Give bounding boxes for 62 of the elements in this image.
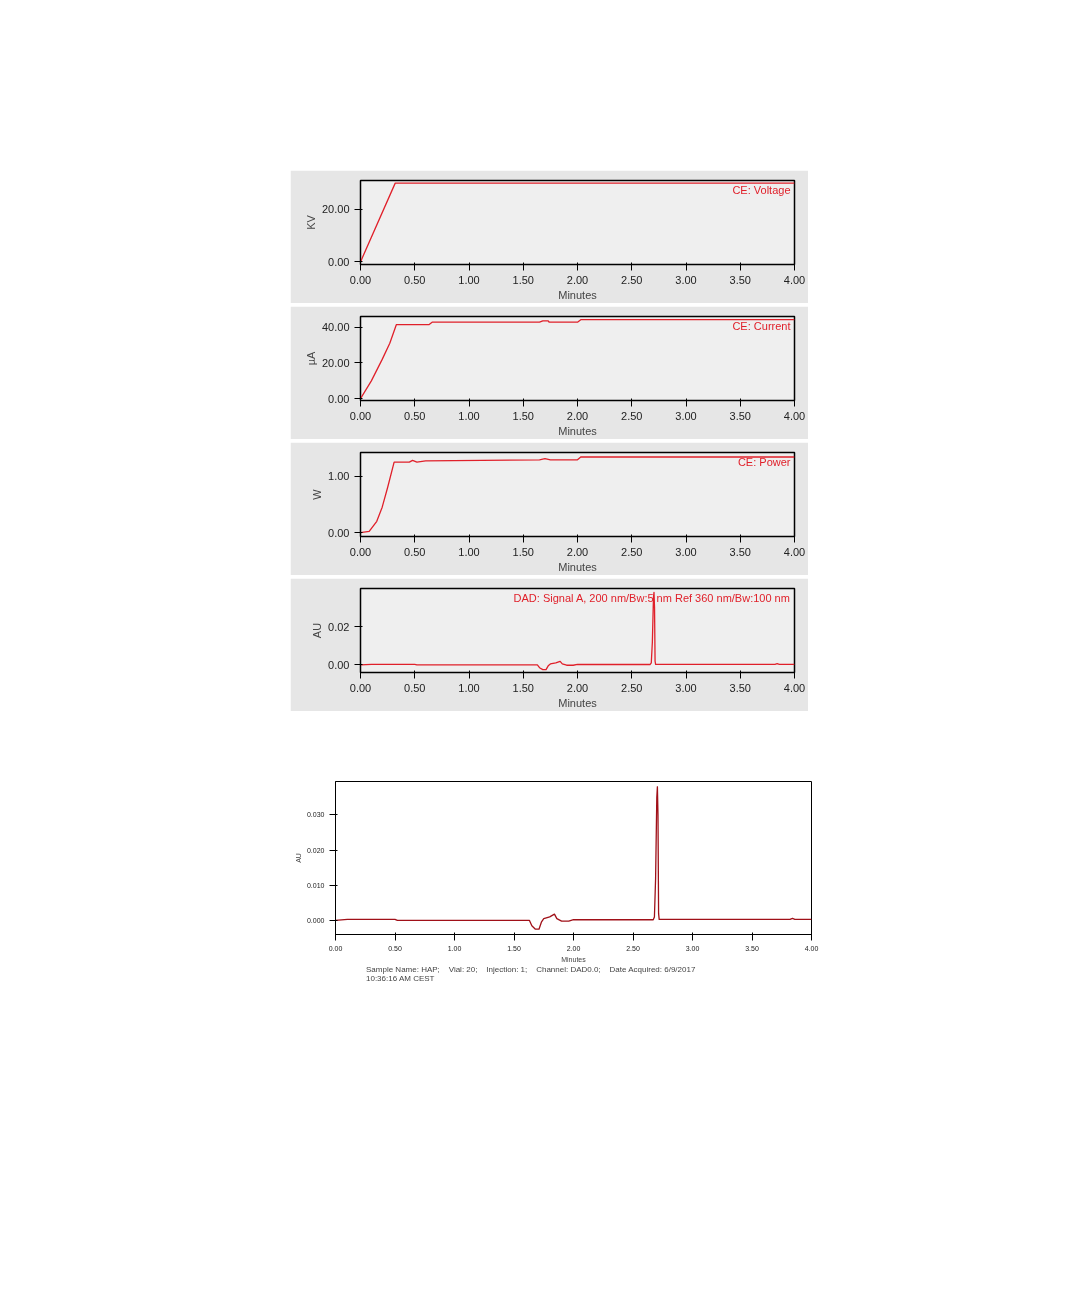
x-tick-label: 1.00 <box>458 545 480 558</box>
x-tick-label: 3.50 <box>729 681 751 694</box>
series-label: DAD: Signal A, 200 nm/Bw:5 nm Ref 360 nm/Bw:100 nm <box>513 591 790 604</box>
x-axis-title: Minutes <box>558 560 598 573</box>
y-axis-title: µA <box>304 351 317 366</box>
x-tick-label: 1.00 <box>458 409 480 422</box>
line-series <box>360 591 795 671</box>
x-tick-label: 2.00 <box>566 409 589 422</box>
x-axis-title: Minutes <box>558 696 598 709</box>
line-series <box>360 319 795 400</box>
x-tick-label: 4.00 <box>783 273 806 286</box>
x-tick-label: 3.00 <box>675 273 697 286</box>
series-label: CE: Voltage <box>732 183 791 196</box>
x-tick-label: 2.50 <box>621 273 643 286</box>
x-tick-label: 0.00 <box>349 545 372 558</box>
line-series <box>360 456 795 534</box>
series-label: CE: Power <box>737 455 791 468</box>
y-tick-label: 20.00 <box>321 203 350 216</box>
x-axis-title: Minutes <box>558 288 598 301</box>
x-tick-label: 0.50 <box>404 409 426 422</box>
x-tick-label: 0.50 <box>404 545 426 558</box>
y-tick-label: 40.00 <box>321 321 350 334</box>
x-tick-label: 4.00 <box>783 545 806 558</box>
y-axis-title: W <box>311 488 324 500</box>
x-tick-label: 2.50 <box>621 409 643 422</box>
x-tick-label: 3.50 <box>729 545 751 558</box>
x-tick-label: 3.00 <box>675 545 697 558</box>
x-tick-label: 1.00 <box>458 681 480 694</box>
text: Sample Name: HAP; Vial: 20; Injection: 1; Channel: DAD0.0; Date Acquired: 6/9/2017 10:36:16 AM CEST <box>366 965 696 983</box>
x-tick-label: 1.50 <box>512 409 534 422</box>
x-tick-label: 3.00 <box>675 409 697 422</box>
x-axis-title: Minutes <box>558 424 598 437</box>
y-tick-label: 0.00 <box>328 392 350 405</box>
x-tick-label: 1.50 <box>512 681 534 694</box>
y-tick-label: 0.00 <box>328 658 350 671</box>
y-tick-label: 0.02 <box>328 620 350 633</box>
x-tick-label: 2.00 <box>566 545 589 558</box>
x-tick-label: 0.00 <box>349 681 372 694</box>
x-tick-label: 1.50 <box>512 273 534 286</box>
x-tick-label: 2.50 <box>621 681 643 694</box>
x-tick-label: 0.00 <box>349 273 372 286</box>
y-axis-title: KV <box>304 214 317 230</box>
x-tick-label: 2.50 <box>621 545 643 558</box>
x-tick-label: 4.00 <box>783 681 806 694</box>
x-tick-label: 3.50 <box>729 273 751 286</box>
y-tick-label: 0.00 <box>328 255 350 268</box>
y-axis-title: AU <box>311 622 324 639</box>
x-tick-label: 1.00 <box>458 273 480 286</box>
x-tick-label: 0.50 <box>404 273 426 286</box>
x-tick-label: 0.00 <box>349 409 372 422</box>
x-tick-label: 2.00 <box>566 681 589 694</box>
y-tick-label: 1.00 <box>328 470 350 483</box>
y-tick-label: 0.00 <box>328 526 350 539</box>
line-series <box>335 786 812 930</box>
x-tick-label: 4.00 <box>783 409 806 422</box>
series-label: CE: Current <box>732 319 791 332</box>
y-tick-label: 20.00 <box>321 356 350 369</box>
x-tick-label: 0.50 <box>404 681 426 694</box>
x-tick-label: 2.00 <box>566 273 589 286</box>
x-tick-label: 3.00 <box>675 681 697 694</box>
x-tick-label: 1.50 <box>512 545 534 558</box>
x-tick-label: 3.50 <box>729 409 751 422</box>
